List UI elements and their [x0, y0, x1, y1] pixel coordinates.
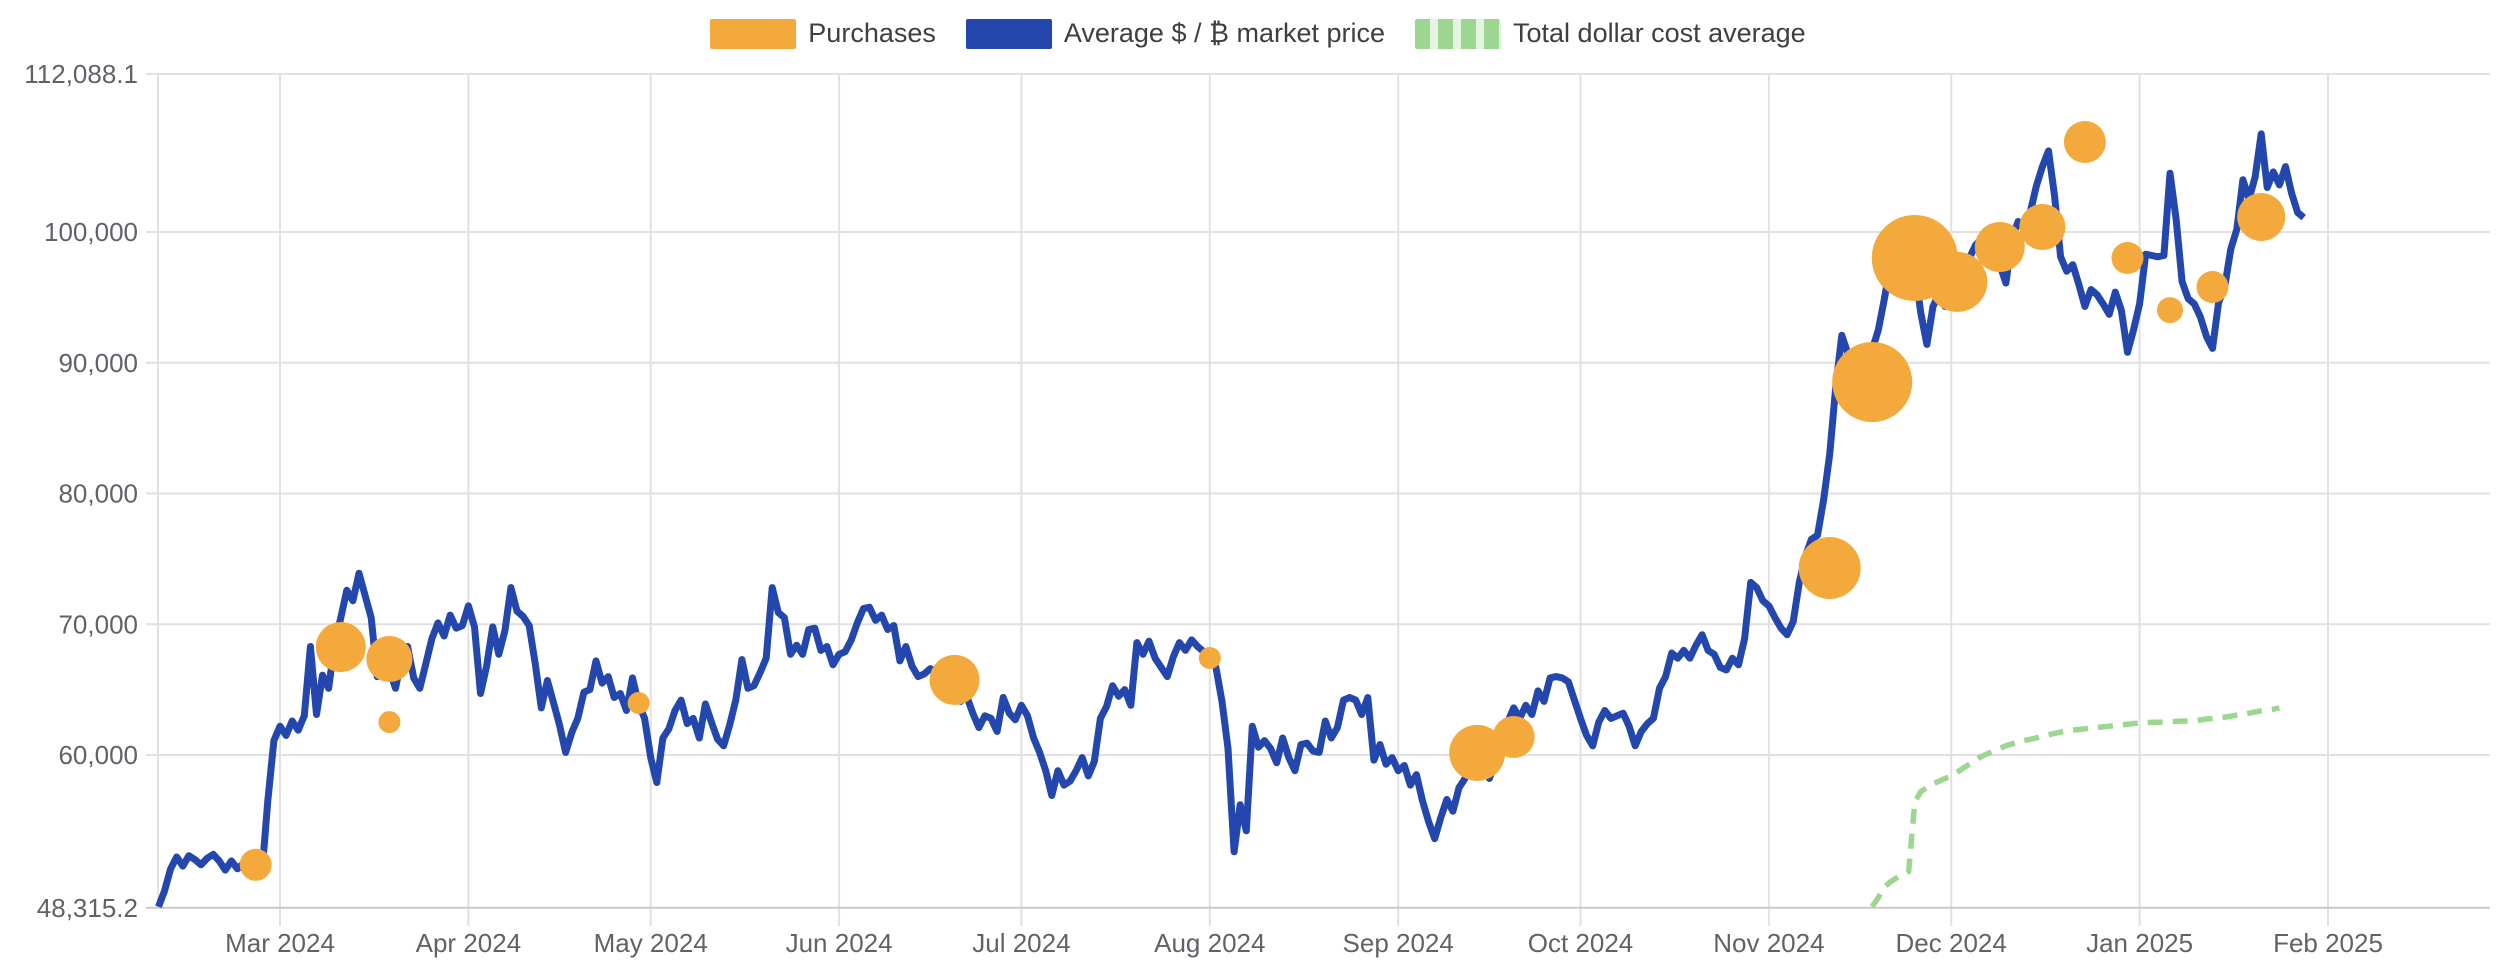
- x-axis-tick-label: Mar 2024: [225, 928, 335, 958]
- y-axis-tick-label: 112,088.1: [24, 59, 138, 89]
- purchase-bubble[interactable]: [315, 622, 366, 672]
- purchase-bubble[interactable]: [929, 654, 980, 705]
- purchase-bubble[interactable]: [627, 692, 650, 714]
- x-axis-tick-label: May 2024: [594, 928, 708, 958]
- market-price-swatch-icon: [965, 18, 1052, 49]
- purchases-swatch-icon: [710, 18, 797, 49]
- legend-item-market-price[interactable]: Average $ / ₿ market price: [965, 18, 1386, 49]
- purchase-bubble[interactable]: [366, 636, 413, 682]
- purchase-bubble[interactable]: [2237, 193, 2286, 241]
- purchase-bubble[interactable]: [1798, 537, 1861, 599]
- purchase-bubble[interactable]: [2063, 121, 2106, 163]
- legend-label-dca: Total dollar cost average: [1513, 18, 1806, 48]
- purchase-bubble[interactable]: [1832, 342, 1913, 422]
- y-axis-tick-label: 80,000: [58, 479, 138, 509]
- dca-swatch-icon: [1415, 18, 1502, 49]
- legend-item-purchases[interactable]: Purchases: [710, 18, 936, 49]
- x-axis-tick-label: Oct 2024: [1528, 928, 1634, 958]
- x-axis-tick-label: Jul 2024: [972, 928, 1070, 958]
- x-axis-tick-label: Apr 2024: [416, 928, 522, 958]
- x-axis-tick-label: Jun 2024: [786, 928, 893, 958]
- x-axis-tick-label: Dec 2024: [1896, 928, 2007, 958]
- purchase-bubble[interactable]: [2111, 242, 2144, 274]
- x-axis-tick-label: Jan 2025: [2086, 928, 2193, 958]
- legend-item-dca[interactable]: Total dollar cost average: [1415, 18, 1806, 49]
- purchase-bubble[interactable]: [2196, 271, 2229, 303]
- y-axis-tick-label: 48,315.2: [37, 893, 138, 923]
- purchase-bubble[interactable]: [1927, 251, 1988, 312]
- x-axis-tick-label: Aug 2024: [1154, 928, 1265, 958]
- dca-line: [1869, 705, 2280, 909]
- purchase-bubble[interactable]: [1449, 724, 1506, 781]
- purchase-bubble[interactable]: [1492, 716, 1535, 758]
- y-axis-tick-label: 90,000: [58, 348, 138, 378]
- x-axis-tick-label: Sep 2024: [1343, 928, 1454, 958]
- legend-label-purchases: Purchases: [808, 18, 936, 48]
- purchase-bubble[interactable]: [1198, 647, 1221, 669]
- legend-label-market-price: Average $ / ₿ market price: [1063, 18, 1386, 48]
- y-axis-tick-label: 100,000: [44, 217, 138, 247]
- x-axis-tick-label: Nov 2024: [1713, 928, 1824, 958]
- purchase-bubble[interactable]: [2157, 297, 2183, 324]
- purchase-bubble[interactable]: [1974, 222, 2025, 272]
- y-axis-tick-label: 60,000: [58, 740, 138, 770]
- purchase-bubble[interactable]: [378, 711, 401, 734]
- y-axis-tick-label: 70,000: [58, 609, 138, 639]
- x-axis-tick-label: Feb 2025: [2273, 928, 2383, 958]
- purchase-bubble[interactable]: [2019, 204, 2066, 250]
- purchase-bubble[interactable]: [239, 848, 272, 881]
- chart-legend: Purchases Average $ / ₿ market price Tot…: [0, 18, 2516, 49]
